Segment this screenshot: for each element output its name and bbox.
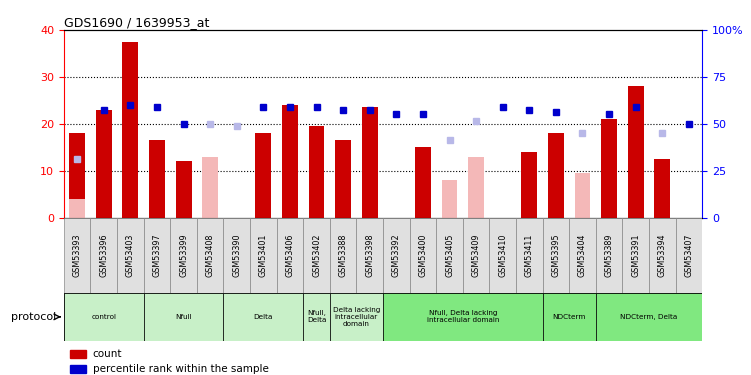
Text: GDS1690 / 1639953_at: GDS1690 / 1639953_at <box>64 16 210 29</box>
Text: GSM53407: GSM53407 <box>684 233 693 277</box>
Bar <box>176 161 192 218</box>
Text: GSM53402: GSM53402 <box>312 233 321 277</box>
Bar <box>90 217 117 292</box>
Bar <box>623 217 649 292</box>
Bar <box>436 217 463 292</box>
Bar <box>143 217 170 292</box>
Text: GSM53411: GSM53411 <box>525 233 534 277</box>
Bar <box>543 217 569 292</box>
Bar <box>276 217 303 292</box>
Bar <box>202 157 218 218</box>
Bar <box>463 217 490 292</box>
Bar <box>649 217 676 292</box>
Bar <box>490 217 516 292</box>
Text: NDCterm: NDCterm <box>553 314 586 320</box>
Text: GSM53410: GSM53410 <box>498 233 507 277</box>
Bar <box>654 159 671 218</box>
Bar <box>309 126 324 218</box>
Text: GSM53400: GSM53400 <box>418 233 427 277</box>
Bar <box>409 217 436 292</box>
Text: Delta lacking
intracellular
domain: Delta lacking intracellular domain <box>333 307 380 327</box>
Bar <box>601 119 617 218</box>
Bar <box>415 147 431 218</box>
Bar <box>122 42 138 218</box>
Bar <box>521 152 537 217</box>
Bar <box>543 292 596 341</box>
Bar <box>64 292 143 341</box>
Text: percentile rank within the sample: percentile rank within the sample <box>92 364 268 374</box>
Bar <box>149 140 165 218</box>
Bar <box>330 217 357 292</box>
Text: GSM53403: GSM53403 <box>126 233 135 277</box>
Bar <box>596 292 702 341</box>
Bar <box>628 86 644 218</box>
Text: GSM53394: GSM53394 <box>658 233 667 277</box>
Bar <box>71 350 86 358</box>
Bar <box>383 292 542 341</box>
Text: GSM53391: GSM53391 <box>631 233 640 277</box>
Bar <box>335 140 351 218</box>
Text: GSM53389: GSM53389 <box>605 233 614 277</box>
Text: Nfull: Nfull <box>175 314 192 320</box>
Bar <box>170 217 197 292</box>
Bar <box>357 217 383 292</box>
Text: GSM53401: GSM53401 <box>259 233 268 277</box>
Text: GSM53388: GSM53388 <box>339 233 348 277</box>
Text: Nfull,
Delta: Nfull, Delta <box>307 310 326 323</box>
Bar <box>468 157 484 218</box>
Bar <box>303 217 330 292</box>
Bar <box>575 173 590 217</box>
Text: GSM53396: GSM53396 <box>99 233 108 277</box>
Text: Delta: Delta <box>254 314 273 320</box>
Text: GSM53409: GSM53409 <box>472 233 481 277</box>
Bar <box>143 292 224 341</box>
Bar <box>117 217 143 292</box>
Text: GSM53405: GSM53405 <box>445 233 454 277</box>
Text: Nfull, Delta lacking
intracellular domain: Nfull, Delta lacking intracellular domai… <box>427 310 499 323</box>
Bar <box>224 292 303 341</box>
Text: GSM53398: GSM53398 <box>365 233 374 277</box>
Text: GSM53399: GSM53399 <box>179 233 188 277</box>
Text: GSM53397: GSM53397 <box>152 233 161 277</box>
Bar <box>64 217 90 292</box>
Bar <box>596 217 623 292</box>
Bar <box>362 107 378 218</box>
Bar <box>516 217 543 292</box>
Bar <box>71 365 86 373</box>
Text: GSM53392: GSM53392 <box>392 233 401 277</box>
Text: control: control <box>91 314 116 320</box>
Text: GSM53406: GSM53406 <box>285 233 294 277</box>
Bar <box>303 292 330 341</box>
Bar <box>548 133 564 218</box>
Bar <box>197 217 224 292</box>
Bar <box>250 217 276 292</box>
Bar <box>224 217 250 292</box>
Text: GSM53408: GSM53408 <box>206 233 215 277</box>
Bar <box>676 217 702 292</box>
Text: count: count <box>92 349 122 359</box>
Bar <box>96 110 112 218</box>
Bar <box>569 217 596 292</box>
Bar <box>282 105 298 218</box>
Text: GSM53404: GSM53404 <box>578 233 587 277</box>
Bar <box>69 199 85 217</box>
Text: NDCterm, Delta: NDCterm, Delta <box>620 314 677 320</box>
Text: protocol: protocol <box>11 312 56 322</box>
Text: GSM53390: GSM53390 <box>232 233 241 277</box>
Bar <box>255 133 271 218</box>
Text: GSM53393: GSM53393 <box>73 233 82 277</box>
Bar <box>69 133 85 218</box>
Bar <box>330 292 383 341</box>
Bar <box>383 217 409 292</box>
Text: GSM53395: GSM53395 <box>551 233 560 277</box>
Bar <box>442 180 457 218</box>
